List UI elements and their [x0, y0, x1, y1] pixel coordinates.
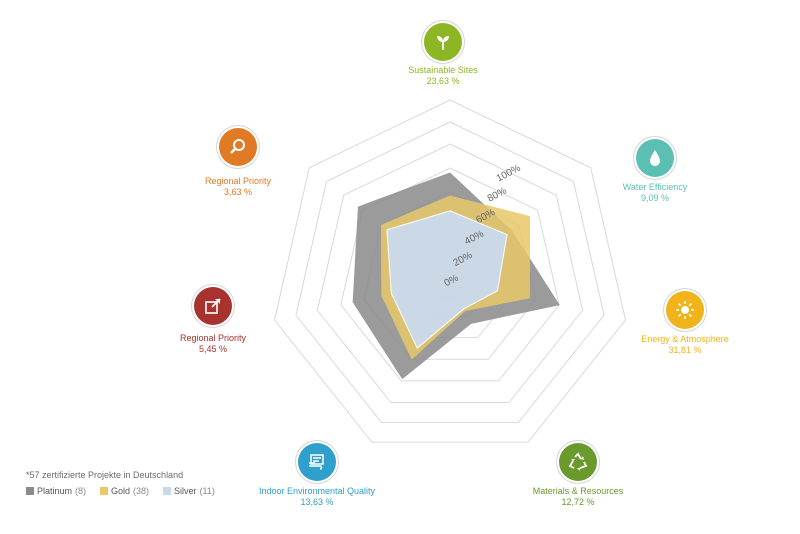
radial-tick-label: 80%: [486, 185, 509, 204]
external-link-icon: [194, 287, 232, 325]
category-weight: 5,45 %: [198, 344, 228, 354]
series-area-silver: [386, 210, 508, 349]
air-flow-icon: [298, 443, 336, 481]
legend-count: (11): [199, 486, 215, 496]
series-layer: [352, 172, 560, 380]
sprout-icon: [424, 23, 462, 61]
category-weight: 3,63 %: [223, 187, 253, 197]
legend-label: Platinum: [37, 486, 73, 496]
legend-swatch-silver: [163, 487, 172, 495]
grid-ring: [316, 143, 584, 404]
legend-item-gold[interactable]: Gold (38): [100, 486, 149, 496]
category-name: Sustainable Sites: [408, 65, 478, 75]
category-label: Sustainable Sites 23,63 %: [363, 65, 523, 87]
category-name: Water Efficiency: [622, 182, 688, 192]
sun-icon: [666, 291, 704, 329]
legend-label: Gold: [111, 486, 131, 496]
category-label: Regional Priority 3,63 %: [158, 176, 318, 198]
radial-tick-label: 100%: [495, 163, 523, 185]
category-label: Regional Priority 5,45 %: [133, 333, 293, 355]
water-drop-icon: [636, 139, 674, 177]
category-weight: 31,81 %: [668, 345, 702, 355]
category-label: Materials & Resources 12,72 %: [498, 486, 658, 508]
category-name: Materials & Resources: [532, 486, 624, 496]
legend-label: Silver: [174, 486, 197, 496]
footnote: *57 zertifizierte Projekte in Deutschlan…: [26, 470, 184, 480]
category-weight: 13,63 %: [300, 497, 334, 507]
category-weight: 12,72 %: [561, 497, 595, 507]
category-weight: 9,09 %: [640, 193, 670, 203]
legend: Platinum (8) Gold (38) Silver (11): [26, 486, 215, 496]
grid-ring: [273, 99, 627, 443]
category-label: Water Efficiency 9,09 %: [575, 182, 735, 204]
category-name: Regional Priority: [179, 333, 247, 343]
category-label: Energy & Atmosphere 31,81 %: [605, 334, 765, 356]
category-name: Regional Priority: [204, 176, 272, 186]
category-weight: 23,63 %: [426, 76, 460, 86]
category-name: Energy & Atmosphere: [641, 334, 729, 344]
legend-item-silver[interactable]: Silver (11): [163, 486, 215, 496]
legend-count: (8): [75, 486, 87, 496]
legend-swatch-gold: [100, 487, 109, 495]
legend-item-platinum[interactable]: Platinum (8): [26, 486, 86, 496]
legend-count: (38): [133, 486, 150, 496]
category-name: Indoor Environmental Quality: [258, 486, 376, 496]
recycle-icon: [559, 443, 597, 481]
legend-swatch-platinum: [26, 487, 34, 495]
grid-ring: [295, 121, 605, 423]
category-label: Indoor Environmental Quality 13,63 %: [237, 486, 397, 508]
magnifier-icon: [219, 128, 257, 166]
